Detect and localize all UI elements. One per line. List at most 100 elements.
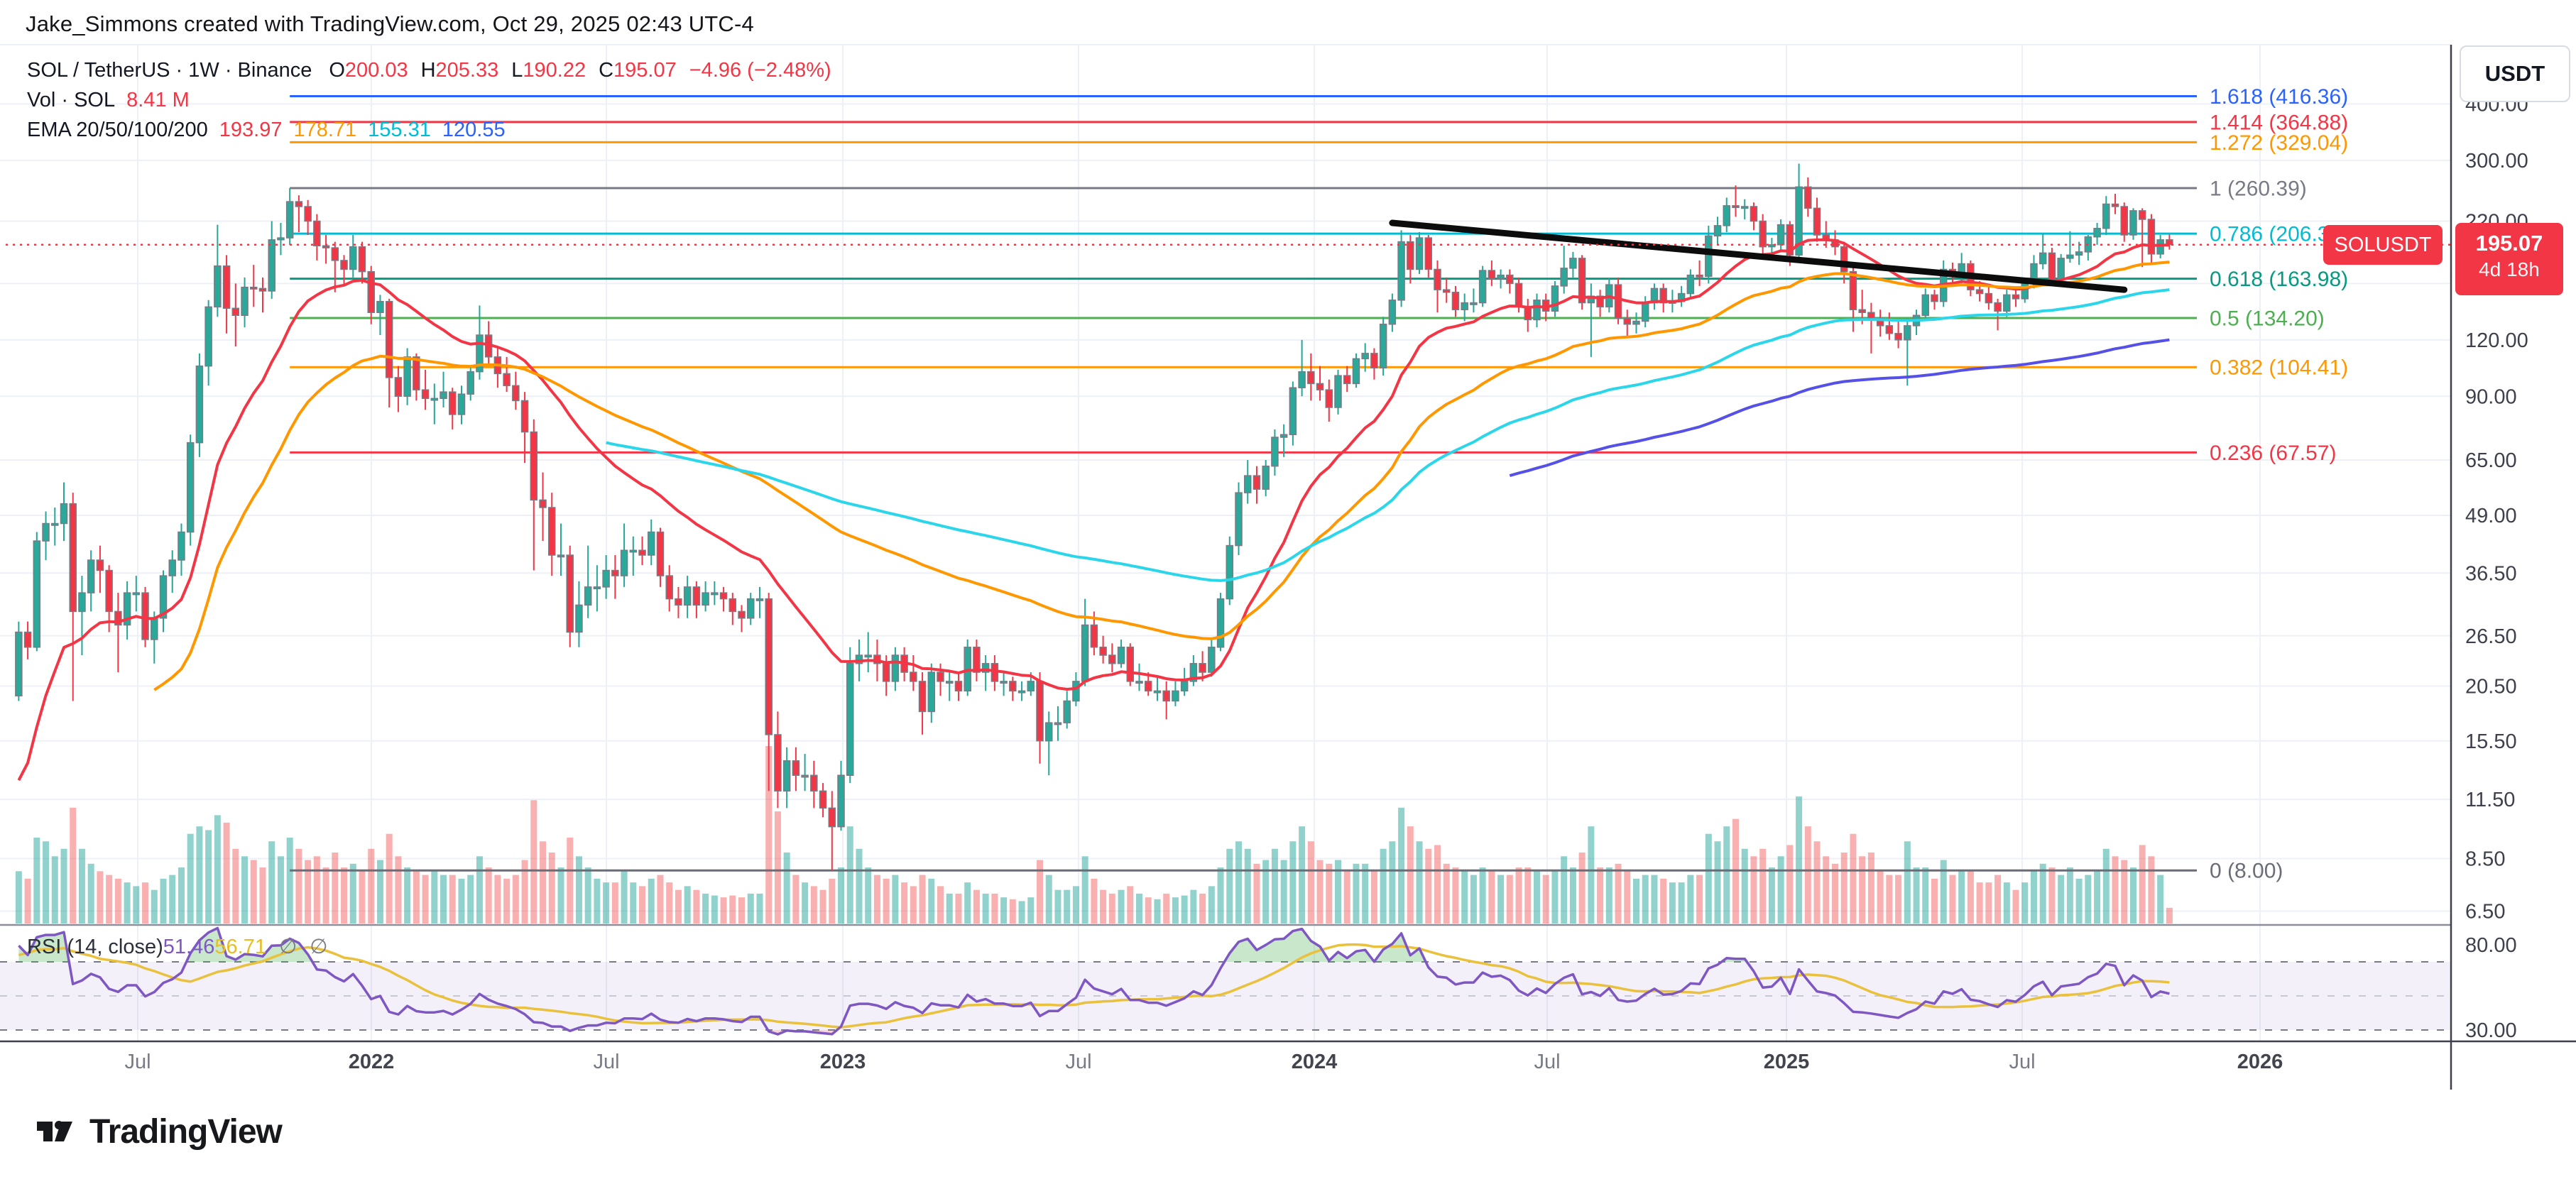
volume-bar bbox=[1181, 895, 1188, 924]
candle-body bbox=[656, 531, 665, 576]
fib-label-1: 1 (260.39) bbox=[2210, 177, 2307, 201]
current-price-value: 195.07 bbox=[2475, 231, 2543, 256]
volume-bar bbox=[1904, 841, 1911, 924]
candle-body bbox=[665, 575, 673, 600]
candle-body bbox=[629, 549, 638, 553]
volume-bar bbox=[675, 889, 682, 924]
volume-bar bbox=[1136, 893, 1143, 924]
candle-body bbox=[1596, 295, 1604, 308]
candles-layer[interactable] bbox=[15, 163, 2173, 871]
tradingview-logo-icon[interactable] bbox=[36, 1110, 78, 1153]
candle-body bbox=[1876, 317, 1884, 327]
price-scale-currency-button[interactable]: USDT bbox=[2460, 45, 2570, 102]
volume-legend-row[interactable]: Vol · SOL 8.41 M bbox=[27, 85, 831, 115]
candle-body bbox=[864, 654, 872, 658]
candle-body bbox=[602, 569, 610, 588]
descending-trendline[interactable] bbox=[1389, 219, 2128, 293]
time-tick-2024: 2024 bbox=[1292, 1051, 1338, 1073]
candle-body bbox=[186, 442, 195, 533]
volume-bar bbox=[883, 878, 890, 924]
time-axis[interactable]: Jul 2022 Jul 2023 Jul 2024 Jul 2025 Jul 2026 bbox=[124, 1051, 2283, 1073]
volume-bar bbox=[1678, 882, 1685, 924]
candle-body bbox=[358, 246, 366, 273]
candle-body bbox=[1849, 270, 1857, 311]
volume-bar bbox=[2112, 856, 2119, 924]
price-tick-49.00: 49.00 bbox=[2465, 505, 2517, 527]
candle-body bbox=[1696, 274, 1703, 278]
volume-bar bbox=[1922, 867, 1929, 924]
volume-bar bbox=[639, 886, 646, 924]
candle-body bbox=[349, 246, 357, 270]
volume-bar bbox=[729, 895, 736, 924]
candle-body bbox=[258, 287, 267, 292]
volume-bar bbox=[1813, 841, 1821, 924]
candle-body bbox=[1397, 241, 1405, 301]
volume-bar bbox=[711, 895, 718, 924]
rsi-legend-row[interactable]: RSI (14, close)51.4656.71 ∅ ∅ bbox=[27, 934, 327, 959]
volume-bar bbox=[1072, 886, 1079, 924]
candle-body bbox=[1135, 681, 1143, 684]
candle-body bbox=[1451, 292, 1460, 311]
volume-bar bbox=[611, 882, 618, 924]
volume-bar bbox=[1299, 826, 1306, 924]
candle-body bbox=[132, 592, 141, 596]
volume-bar bbox=[313, 856, 320, 924]
time-tick-2022: 2022 bbox=[349, 1051, 395, 1073]
volume-bar bbox=[873, 875, 880, 924]
ema-legend-row[interactable]: EMA 20/50/100/200 193.97 178.71 155.31 120.5… bbox=[27, 115, 831, 145]
volume-bar bbox=[648, 878, 655, 924]
close-label: C bbox=[599, 59, 614, 82]
volume-bar bbox=[232, 848, 239, 924]
candle-body bbox=[882, 663, 890, 682]
volume-bar bbox=[60, 848, 67, 924]
volume-bar bbox=[1542, 875, 1549, 924]
volume-bar bbox=[97, 871, 104, 924]
candle-body bbox=[1216, 598, 1225, 648]
trendline-layer[interactable] bbox=[1389, 219, 2128, 293]
rsi-pane[interactable] bbox=[0, 926, 2451, 1036]
tradingview-wordmark[interactable]: TradingView bbox=[89, 1112, 283, 1151]
fib-retracement-lines[interactable]: 1.618 (416.36)1.414 (364.88)1.272 (329.0… bbox=[290, 85, 2348, 883]
candle-body bbox=[1732, 205, 1740, 209]
volume-bar bbox=[684, 886, 691, 924]
volume-bar bbox=[720, 897, 727, 924]
candle-body bbox=[1262, 465, 1270, 490]
candle-body bbox=[1813, 207, 1821, 236]
candle-body bbox=[1795, 186, 1803, 256]
volume-bar bbox=[1335, 860, 1342, 924]
volume-bar bbox=[928, 878, 935, 924]
candle-body bbox=[1560, 268, 1568, 287]
volume-bar bbox=[1859, 856, 1866, 924]
volume-bar bbox=[1515, 867, 1522, 924]
volume-bar bbox=[259, 867, 266, 924]
candle-body bbox=[60, 503, 68, 525]
candle-body bbox=[1551, 285, 1559, 312]
candle-body bbox=[78, 592, 86, 613]
candle-body bbox=[1461, 302, 1468, 311]
candle-body bbox=[385, 300, 393, 378]
ema200-line bbox=[1509, 338, 2170, 478]
rsi-ma-line bbox=[18, 943, 2170, 1029]
candle-body bbox=[973, 647, 981, 673]
symbol-legend-row[interactable]: SOL / TetherUS · 1W · Binance O200.03 H205… bbox=[27, 55, 831, 85]
volume-bar bbox=[1127, 886, 1134, 924]
candle-body bbox=[123, 592, 131, 626]
candle-body bbox=[114, 610, 122, 626]
volume-bar bbox=[865, 867, 872, 924]
candle-body bbox=[23, 631, 32, 648]
candle-body bbox=[1497, 274, 1505, 280]
volume-bar bbox=[1145, 897, 1152, 924]
candle-body bbox=[1289, 387, 1297, 435]
candle-body bbox=[675, 598, 682, 606]
candle-body bbox=[421, 389, 430, 400]
volume-bar bbox=[467, 875, 474, 924]
volume-bar bbox=[476, 856, 483, 924]
volume-bar bbox=[1994, 875, 2002, 924]
candle-body bbox=[1478, 270, 1487, 304]
volume-bar bbox=[946, 893, 953, 924]
volume-bar bbox=[241, 856, 249, 924]
price-tick-6.50: 6.50 bbox=[2465, 901, 2505, 924]
volume-bar bbox=[901, 882, 908, 924]
candle-body bbox=[1705, 235, 1713, 278]
volume-bar bbox=[1407, 826, 1414, 924]
